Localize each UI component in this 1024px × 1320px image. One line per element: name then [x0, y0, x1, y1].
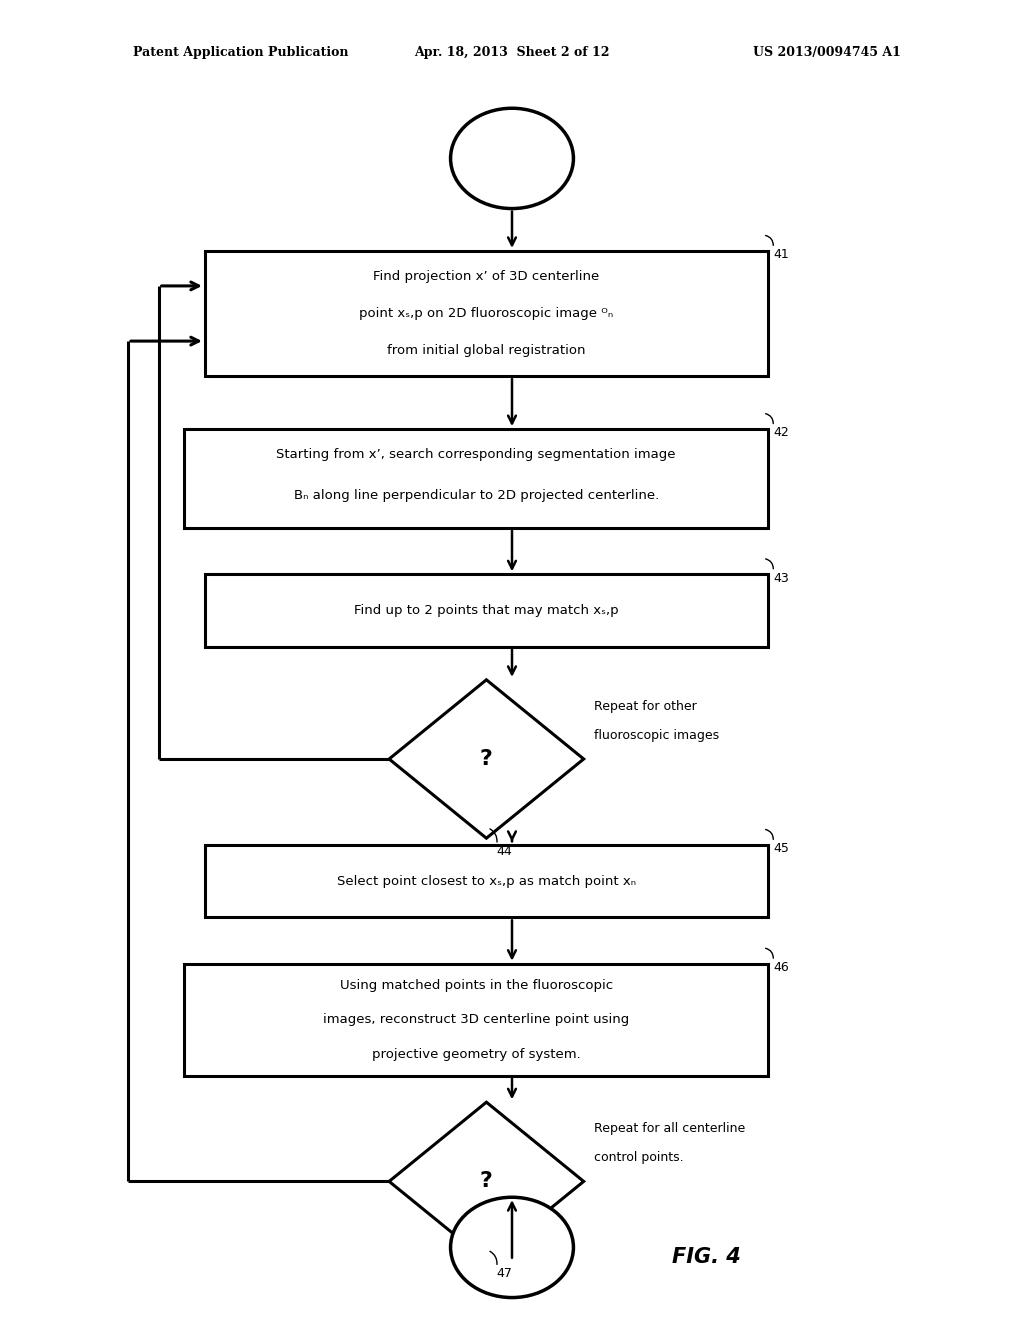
Text: projective geometry of system.: projective geometry of system.	[372, 1048, 581, 1060]
Text: FIG. 4: FIG. 4	[672, 1246, 741, 1267]
Text: 41: 41	[773, 248, 788, 261]
Text: point xₛ,p on 2D fluoroscopic image ᴼₙ: point xₛ,p on 2D fluoroscopic image ᴼₙ	[359, 308, 613, 319]
Text: 47: 47	[497, 1267, 513, 1280]
Polygon shape	[389, 1102, 584, 1261]
Text: from initial global registration: from initial global registration	[387, 345, 586, 356]
FancyBboxPatch shape	[205, 251, 768, 376]
Text: Apr. 18, 2013  Sheet 2 of 12: Apr. 18, 2013 Sheet 2 of 12	[415, 46, 609, 59]
Text: 45: 45	[773, 842, 790, 855]
Text: Find up to 2 points that may match xₛ,p: Find up to 2 points that may match xₛ,p	[354, 605, 618, 616]
Text: Bₙ along line perpendicular to 2D projected centerline.: Bₙ along line perpendicular to 2D projec…	[294, 490, 658, 502]
Text: 46: 46	[773, 961, 788, 974]
Text: 43: 43	[773, 572, 788, 585]
Text: Patent Application Publication: Patent Application Publication	[133, 46, 348, 59]
Text: Find projection x’ of 3D centerline: Find projection x’ of 3D centerline	[374, 271, 599, 282]
Text: Repeat for all centerline: Repeat for all centerline	[594, 1122, 745, 1135]
Ellipse shape	[451, 1197, 573, 1298]
Text: Repeat for other: Repeat for other	[594, 700, 696, 713]
Text: images, reconstruct 3D centerline point using: images, reconstruct 3D centerline point …	[323, 1014, 630, 1026]
FancyBboxPatch shape	[184, 964, 768, 1076]
Ellipse shape	[451, 108, 573, 209]
Text: Using matched points in the fluoroscopic: Using matched points in the fluoroscopic	[340, 979, 612, 991]
Text: control points.: control points.	[594, 1151, 684, 1164]
Text: US 2013/0094745 A1: US 2013/0094745 A1	[754, 46, 901, 59]
Polygon shape	[389, 680, 584, 838]
Text: 44: 44	[497, 845, 512, 858]
Text: ?: ?	[480, 1171, 493, 1192]
Text: fluoroscopic images: fluoroscopic images	[594, 729, 719, 742]
FancyBboxPatch shape	[184, 429, 768, 528]
Text: ?: ?	[480, 748, 493, 770]
Text: 42: 42	[773, 426, 788, 440]
Text: Select point closest to xₛ,p as match point xₙ: Select point closest to xₛ,p as match po…	[337, 875, 636, 887]
FancyBboxPatch shape	[205, 574, 768, 647]
FancyBboxPatch shape	[205, 845, 768, 917]
Text: Starting from x’, search corresponding segmentation image: Starting from x’, search corresponding s…	[276, 449, 676, 461]
